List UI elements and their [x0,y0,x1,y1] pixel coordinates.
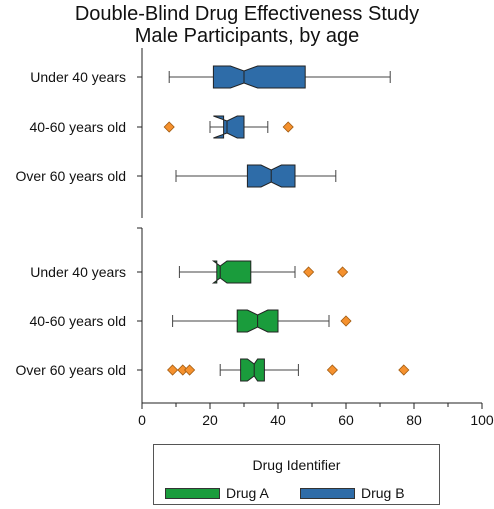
legend-title: Drug Identifier [252,457,341,473]
chart-title-line-1: Double-Blind Drug Effectiveness Study [74,3,420,25]
x-tick-label: 60 [338,412,354,428]
y-tick-label: Under 40 years [30,69,126,85]
y-tick-label: Over 60 years old [16,362,127,378]
x-tick-label: 100 [470,412,494,428]
legend-label-drug-b: Drug B [361,485,405,501]
legend-label-drug-a: Drug A [226,485,269,501]
legend-swatch-drug-a [165,487,220,499]
outlier-marker [326,364,338,376]
y-tick-label: Over 60 years old [16,168,127,184]
x-tick-label: 0 [138,412,146,428]
outlier-marker [163,121,175,133]
chart-title-line-2: Male Participants, by age [134,25,360,47]
outlier-marker [184,364,196,376]
boxplot-chart: 0 20 40 60 80 100 Under 40 years 40-60 years ol… [16,48,494,428]
legend-item-drug-a: Drug A [165,485,269,501]
x-tick-label: 20 [202,412,218,428]
box-drug-b [212,65,306,89]
x-tick-label: 80 [406,412,422,428]
y-tick-label: Under 40 years [30,264,126,280]
x-tick-label: 40 [270,412,286,428]
outlier-marker [337,266,349,278]
y-tick-label: 40-60 years old [29,119,126,135]
outlier-marker [282,121,294,133]
outlier-marker [340,315,352,327]
outlier-marker [398,364,410,376]
box-drug-a [240,358,265,382]
legend-item-drug-b: Drug B [300,485,405,501]
outlier-marker [167,364,179,376]
legend: Drug Identifier Drug A Drug B [153,444,440,505]
box-drug-a [211,260,252,284]
legend-swatch-drug-b [300,487,355,499]
box-drug-b [213,115,245,139]
y-tick-label: 40-60 years old [29,313,126,329]
outlier-marker [303,266,315,278]
